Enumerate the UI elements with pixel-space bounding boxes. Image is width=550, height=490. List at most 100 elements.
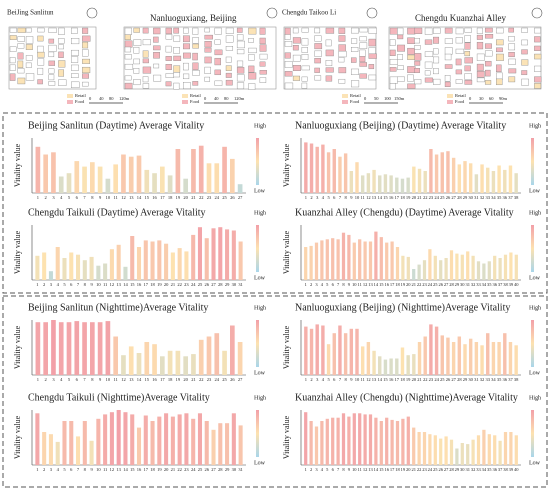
bar (218, 227, 223, 280)
x-tick-label: 23 (422, 282, 427, 287)
bar (123, 266, 128, 280)
map-building (71, 64, 79, 71)
bar (103, 414, 108, 465)
map-building (183, 43, 190, 50)
x-tick-label: 29 (225, 467, 230, 472)
x-tick-label: 18 (400, 377, 405, 382)
bar (326, 344, 331, 375)
x-tick-label: 33 (485, 195, 490, 200)
y-axis-label: Vitality value (282, 143, 291, 187)
map-building (534, 36, 541, 43)
bar (444, 258, 448, 280)
map-building (142, 50, 149, 58)
x-tick-label: 17 (160, 195, 165, 200)
map-building (476, 71, 485, 78)
map-building (48, 38, 55, 44)
x-tick-label: 1 (36, 467, 38, 472)
x-tick-label: 16 (137, 282, 142, 287)
bar (401, 418, 405, 465)
map-building (133, 39, 142, 46)
x-tick-label: 20 (412, 377, 417, 382)
map-building (225, 72, 232, 78)
map-building (389, 83, 396, 90)
map-building (476, 41, 484, 50)
map-building (37, 58, 45, 66)
map-building (214, 49, 223, 56)
bar (468, 338, 473, 375)
x-tick-label: 18 (395, 282, 400, 287)
map-building (153, 63, 160, 69)
map-building (37, 45, 44, 54)
map-building (444, 38, 453, 44)
x-tick-label: 9 (350, 195, 353, 200)
x-tick-label: 23 (422, 467, 427, 472)
bar (417, 264, 421, 280)
map-building (338, 67, 347, 74)
x-tick-label: 23 (207, 377, 212, 382)
map-building (82, 49, 89, 57)
bar (113, 164, 118, 193)
map-building (259, 53, 268, 60)
map-building (259, 61, 266, 67)
x-tick-label: 25 (198, 282, 203, 287)
x-tick-label: 12 (366, 195, 371, 200)
bar (422, 432, 427, 465)
x-tick-label: 3 (316, 195, 319, 200)
bar (74, 321, 80, 375)
x-tick-label: 7 (77, 467, 80, 472)
map-building (48, 81, 56, 86)
map-building (48, 74, 55, 81)
x-tick-label: 33 (476, 467, 481, 472)
map-building (464, 27, 472, 33)
bar (401, 255, 405, 280)
map-building (37, 35, 44, 42)
bar (498, 440, 502, 465)
x-tick-label: 6 (76, 195, 79, 200)
x-tick-label: 19 (176, 195, 181, 200)
legend-low: Low (529, 370, 541, 376)
map-building (236, 40, 245, 49)
map-building (433, 27, 441, 34)
chart-title: Nanluoguxiang (Beijing) (Daytime) Averag… (295, 120, 506, 131)
x-tick-label: 13 (116, 282, 121, 287)
x-tick-label: 25 (433, 467, 438, 472)
x-tick-label: 9 (348, 282, 351, 287)
x-tick-label: 35 (497, 195, 502, 200)
x-tick-label: 14 (377, 195, 382, 200)
map-building (165, 45, 172, 53)
bar (378, 356, 382, 375)
bar (304, 326, 308, 375)
map-building (368, 38, 376, 47)
x-tick-label: 7 (339, 195, 342, 200)
x-tick-label: 13 (116, 467, 121, 472)
x-tick-label: 8 (342, 467, 345, 472)
bar (439, 260, 443, 280)
x-tick-label: 26 (438, 282, 443, 287)
x-tick-label: 10 (106, 377, 111, 382)
map-building (183, 82, 191, 90)
x-tick-label: 14 (377, 377, 382, 382)
bar (374, 417, 378, 465)
bar (493, 435, 497, 465)
bar (457, 336, 462, 375)
bar (42, 252, 47, 280)
x-tick-label: 23 (184, 467, 189, 472)
map-building (433, 48, 439, 55)
map-building (183, 52, 191, 59)
x-tick-label: 21 (171, 467, 176, 472)
bar (417, 432, 421, 465)
bar (97, 166, 103, 193)
bar (74, 161, 80, 193)
x-tick-label: 13 (368, 282, 373, 287)
bar (400, 347, 405, 375)
x-tick-label: 23 (207, 195, 212, 200)
map-title: Chengdu Taikoo Li (282, 9, 336, 17)
bar (97, 322, 103, 375)
bar (449, 439, 454, 465)
bar (309, 143, 314, 193)
map-building (259, 44, 267, 52)
bar (170, 416, 175, 465)
x-tick-label: 16 (384, 282, 389, 287)
x-tick-label: 24 (434, 195, 439, 200)
bar (347, 416, 351, 465)
